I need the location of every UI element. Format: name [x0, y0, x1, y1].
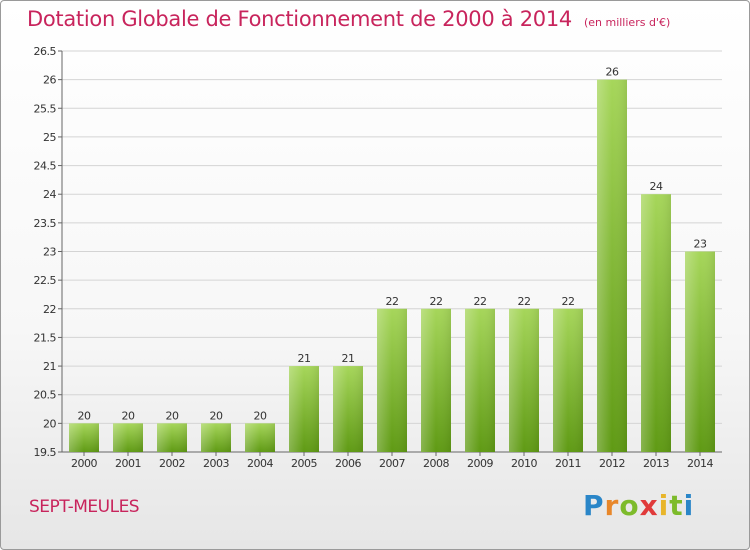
- data-label: 22: [474, 295, 487, 308]
- y-tick-label: 23.5: [34, 217, 57, 230]
- bar-shade: [509, 308, 539, 452]
- y-tick-label: 19.5: [34, 446, 57, 459]
- bar-shade: [553, 308, 583, 452]
- y-tick-label: 20: [43, 417, 56, 430]
- y-tick-label: 21: [43, 360, 56, 373]
- data-label: 26: [606, 66, 619, 79]
- bar-shade: [685, 251, 715, 452]
- x-tick-label: 2000: [71, 457, 97, 470]
- y-tick-label: 25: [43, 131, 56, 144]
- x-tick-label: 2013: [643, 457, 669, 470]
- data-label: 20: [254, 409, 267, 422]
- y-tick-label: 20.5: [34, 389, 57, 402]
- bar-shade: [597, 79, 627, 453]
- x-tick-label: 2010: [511, 457, 537, 470]
- y-tick-label: 21.5: [34, 331, 57, 344]
- bar-shade: [157, 423, 187, 452]
- y-tick-label: 24: [43, 188, 56, 201]
- x-tick-label: 2009: [467, 457, 493, 470]
- bar-shade: [465, 308, 495, 452]
- chart-title: Dotation Globale de Fonctionnement de 20…: [27, 7, 572, 31]
- bar-shade: [641, 194, 671, 452]
- bar-shade: [289, 366, 319, 452]
- x-tick-label: 2007: [379, 457, 405, 470]
- y-tick-label: 24.5: [34, 160, 57, 173]
- bar-shade: [201, 423, 231, 452]
- data-label: 22: [386, 295, 399, 308]
- x-tick-label: 2004: [247, 457, 273, 470]
- x-tick-label: 2003: [203, 457, 229, 470]
- y-tick-label: 23: [43, 246, 56, 259]
- x-tick-label: 2008: [423, 457, 449, 470]
- data-label: 20: [78, 409, 91, 422]
- x-tick-label: 2012: [599, 457, 625, 470]
- bar-shade: [245, 423, 275, 452]
- x-tick-label: 2001: [115, 457, 141, 470]
- data-label: 24: [650, 180, 663, 193]
- x-tick-label: 2005: [291, 457, 317, 470]
- y-tick-label: 26.5: [34, 45, 57, 58]
- bar-shade: [333, 366, 363, 452]
- bar-shade: [377, 308, 407, 452]
- data-label: 22: [518, 295, 531, 308]
- bar-shade: [421, 308, 451, 452]
- y-tick-label: 22: [43, 303, 56, 316]
- y-tick-label: 26: [43, 74, 56, 87]
- chart-title-block: Dotation Globale de Fonctionnement de 20…: [27, 7, 670, 31]
- data-label: 20: [122, 409, 135, 422]
- proxiti-logo: Proxiti: [583, 489, 695, 522]
- bar-shade: [69, 423, 99, 452]
- data-label: 21: [298, 352, 311, 365]
- data-label: 20: [210, 409, 223, 422]
- data-label: 23: [694, 238, 707, 251]
- y-tick-label: 25.5: [34, 102, 57, 115]
- x-tick-label: 2006: [335, 457, 361, 470]
- data-label: 22: [562, 295, 575, 308]
- x-tick-label: 2014: [687, 457, 713, 470]
- data-label: 20: [166, 409, 179, 422]
- data-label: 22: [430, 295, 443, 308]
- commune-name: SEPT-MEULES: [29, 497, 140, 517]
- x-tick-label: 2002: [159, 457, 185, 470]
- data-label: 21: [342, 352, 355, 365]
- bar-shade: [113, 423, 143, 452]
- y-tick-label: 22.5: [34, 274, 57, 287]
- chart-unit: (en milliers d'€): [583, 16, 671, 29]
- x-tick-label: 2011: [555, 457, 581, 470]
